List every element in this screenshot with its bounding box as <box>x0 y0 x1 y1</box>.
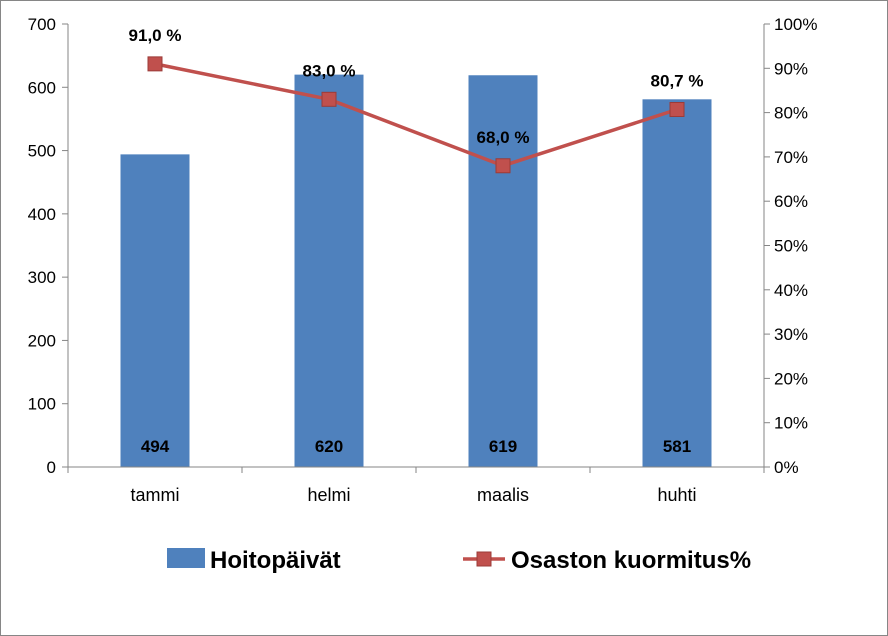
bar-series <box>120 74 712 468</box>
bar-data-label: 619 <box>489 437 517 456</box>
legend-marker-kuormitus <box>476 551 492 567</box>
y-right-tick-label: 10% <box>774 414 808 433</box>
line-data-label: 91,0 % <box>129 26 182 45</box>
bar-data-label: 581 <box>663 437 691 456</box>
line-kuormitus <box>154 62 678 168</box>
y-right-tick-label: 30% <box>774 325 808 344</box>
line-data-label: 83,0 % <box>303 61 356 80</box>
y-right-tick-label: 20% <box>774 369 808 388</box>
legend-label-hoitopaivat: Hoitopäivät <box>210 547 341 574</box>
bar-huhti <box>642 99 712 467</box>
line-marker-helmi <box>321 91 337 107</box>
y-right-tick-label: 80% <box>774 104 808 123</box>
line-data-label: 68,0 % <box>477 128 530 147</box>
y-left-tick-label: 600 <box>28 78 56 97</box>
y-left-tick-label: 700 <box>28 15 56 34</box>
y-left-tick-label: 100 <box>28 395 56 414</box>
x-tick-label: tammi <box>131 485 180 505</box>
legend-swatch-hoitopaivat <box>167 548 205 568</box>
x-tick-label: helmi <box>307 485 350 505</box>
bar-tammi <box>120 154 190 467</box>
y-right-tick-label: 100% <box>774 15 817 34</box>
bar-maalis <box>468 75 538 468</box>
bar-data-label: 620 <box>315 437 343 456</box>
bar-helmi <box>294 74 364 467</box>
y-right-tick-label: 0% <box>774 458 799 477</box>
line-data-label: 80,7 % <box>651 71 704 90</box>
data-labels: 494 620 619 581 91,0 % 83,0 % 68,0 % 80,7 % <box>129 26 704 456</box>
y-right-tick-label: 60% <box>774 192 808 211</box>
y-right-tick-label: 90% <box>774 59 808 78</box>
legend-label-kuormitus: Osaston kuormitus% <box>511 547 751 574</box>
x-tick-label: maalis <box>477 485 529 505</box>
y-right-tick-label: 70% <box>774 148 808 167</box>
x-tick-label: huhti <box>657 485 696 505</box>
line-marker-maalis <box>495 158 511 174</box>
y-right-tick-label: 50% <box>774 237 808 256</box>
line-marker-tammi <box>147 56 163 72</box>
line-marker-huhti <box>669 101 685 117</box>
line-series <box>147 56 685 174</box>
legend: Hoitopäivät Osaston kuormitus% <box>167 547 751 574</box>
y-left-tick-label: 200 <box>28 331 56 350</box>
bar-data-label: 494 <box>141 437 170 456</box>
y-left-tick-label: 500 <box>28 142 56 161</box>
y-left-tick-label: 0 <box>47 458 56 477</box>
y-right-tick-label: 40% <box>774 281 808 300</box>
y-left-tick-label: 300 <box>28 268 56 287</box>
y-left-tick-label: 400 <box>28 205 56 224</box>
axes: 0 100 200 300 400 500 600 700 0% 10% 20% 30% 40% 50% 6… <box>28 15 818 505</box>
